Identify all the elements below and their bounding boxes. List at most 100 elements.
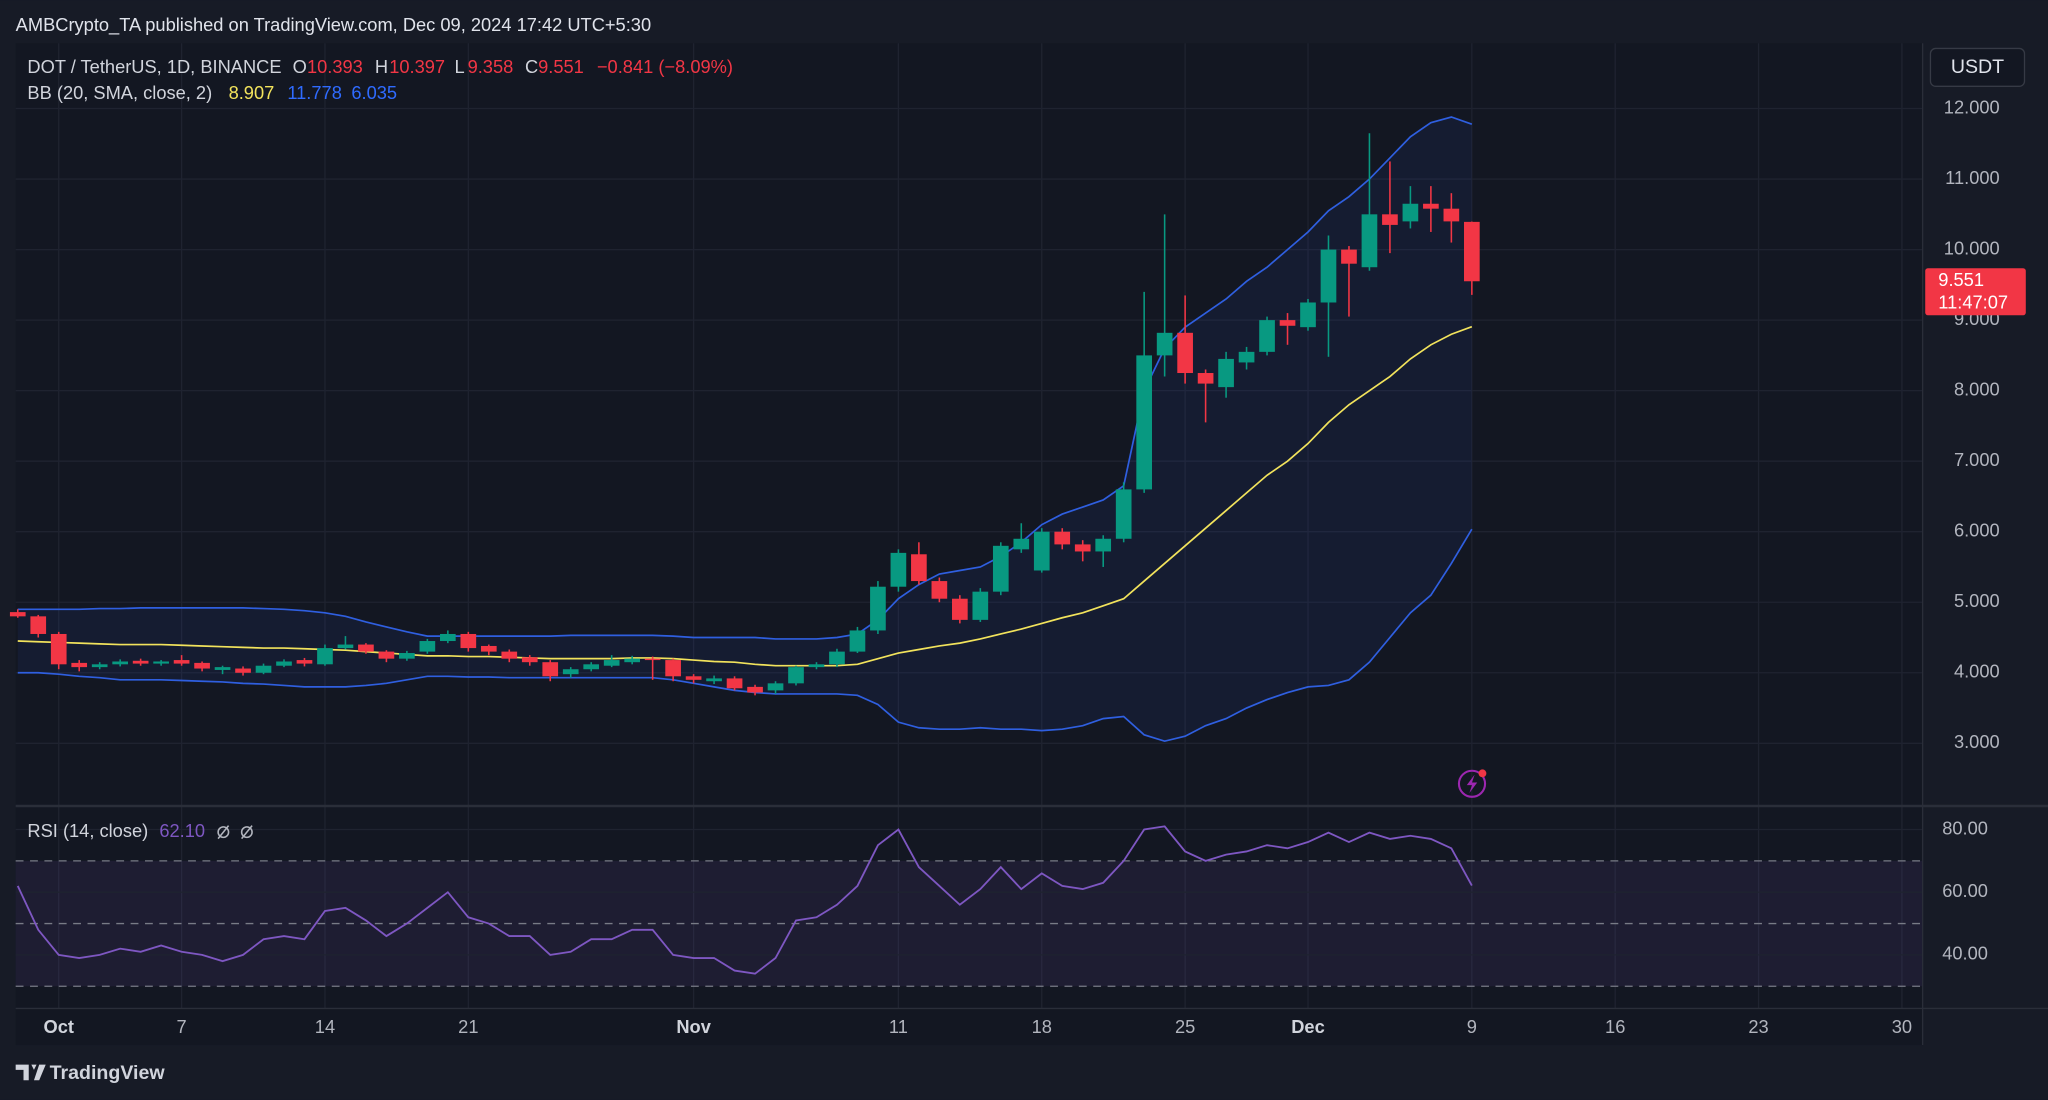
legend-close: 9.551 — [538, 56, 584, 77]
candle-body — [1033, 531, 1050, 571]
x-tick-label: 16 — [1605, 1016, 1625, 1037]
bb-basis-value: 8.907 — [229, 82, 275, 103]
candle-body — [50, 633, 67, 665]
candle-body — [726, 678, 743, 689]
y-tick-label: 11.000 — [1945, 167, 2000, 188]
candle-body — [1382, 214, 1398, 225]
candle-body — [521, 657, 538, 663]
candle-body — [91, 664, 108, 668]
candle-body — [1259, 320, 1275, 352]
brand-name[interactable]: TradingView — [50, 1062, 166, 1084]
bb-upper-value: 11.778 — [287, 82, 342, 103]
x-tick-label: 7 — [177, 1016, 187, 1037]
rsi-value: 62.10 — [159, 820, 205, 841]
candle-body — [1156, 332, 1173, 356]
candle-body — [1074, 544, 1091, 552]
candle-body — [112, 661, 128, 665]
candle-body — [214, 667, 231, 670]
candle-body — [255, 665, 272, 673]
legend-change: −0.841 (−8.09%) — [597, 56, 733, 77]
candle-body — [71, 662, 88, 668]
candle-body — [317, 648, 333, 665]
candle-body — [1218, 358, 1234, 388]
y-tick-label: 3.000 — [1954, 731, 2000, 752]
legend-o: O — [293, 56, 307, 77]
candle-body — [542, 662, 559, 677]
candle-body — [30, 616, 47, 634]
candle-body — [1464, 221, 1480, 282]
candle-body — [1238, 351, 1255, 363]
candle-body — [480, 645, 497, 652]
legend-line: DOT / TetherUS, 1D, BINANCE O 10.393 H 1… — [27, 56, 733, 77]
x-tick-label: Oct — [43, 1016, 73, 1037]
chart-layer: 3.0004.0005.0006.0007.0008.0009.00010.00… — [9, 43, 2048, 1046]
candle-body — [460, 633, 477, 649]
bb-title: BB (20, SMA, close, 2) — [27, 82, 212, 103]
bb-lower-line — [17, 528, 1473, 743]
symbol-title: DOT / TetherUS, 1D, BINANCE — [27, 56, 281, 77]
y-tick-label: 6.000 — [1954, 520, 2000, 541]
legend-h: H — [375, 56, 388, 77]
candle-body — [1013, 538, 1030, 550]
x-tick-label: 23 — [1748, 1016, 1768, 1037]
candle-body — [583, 664, 600, 670]
candle-body — [767, 683, 784, 691]
candle-body — [849, 630, 866, 652]
alert-icon[interactable] — [1457, 769, 1487, 798]
candle-body — [337, 644, 354, 649]
candle-body — [890, 552, 907, 587]
candle-body — [931, 581, 948, 599]
candle-body — [1443, 208, 1460, 222]
candle-body — [685, 676, 702, 680]
candle-body — [562, 669, 579, 675]
candle-body — [952, 598, 968, 620]
candle-body — [1341, 249, 1357, 264]
x-tick-label: 21 — [458, 1016, 478, 1037]
candle-body — [603, 660, 620, 666]
rsi-legend: RSI (14, close) 62.10 — [27, 820, 205, 841]
candle-body — [1279, 320, 1296, 326]
candle-body — [1054, 531, 1071, 545]
candle-body — [1361, 214, 1378, 268]
legend-low: 9.358 — [468, 56, 514, 77]
candle-body — [296, 660, 313, 664]
rsi-title: RSI (14, close) — [27, 820, 148, 841]
candle-body — [378, 651, 395, 659]
legend-open: 10.393 — [307, 56, 363, 77]
chart-area — [15, 43, 1923, 1046]
usdt-button-frame[interactable] — [1929, 47, 2026, 87]
candle-body — [358, 644, 374, 652]
last-price-label: 9.551 — [1938, 269, 1984, 290]
brand-logo[interactable]: TradingView — [15, 1062, 166, 1084]
candle-body — [911, 554, 927, 582]
candle-body — [1300, 302, 1316, 328]
candle-body — [194, 662, 210, 669]
last-price-box — [1925, 268, 2026, 316]
candle-body — [1197, 373, 1214, 384]
candle-body — [992, 545, 1009, 592]
rsi-line — [16, 825, 1473, 975]
candle-body — [276, 661, 292, 666]
candle-body — [788, 667, 804, 684]
bb-legend: BB (20, SMA, close, 2) 8.907 11.778 6.03… — [27, 82, 397, 103]
x-tick-label: 11 — [889, 1016, 908, 1037]
candle-body — [1423, 203, 1439, 209]
rsi-y-tick-label: 60.00 — [1942, 880, 1988, 901]
y-tick-label: 10.000 — [1944, 237, 2000, 258]
candle-body — [706, 678, 722, 682]
rsi-y-tick-label: 80.00 — [1942, 817, 1988, 838]
x-tick-label: Nov — [676, 1016, 711, 1037]
rsi-y-tick-label: 40.00 — [1942, 943, 1988, 964]
y-tick-label: 5.000 — [1954, 590, 2000, 611]
usdt-button[interactable]: USDT — [1929, 47, 2026, 87]
bb-lower-value: 6.035 — [351, 82, 397, 103]
candle-body — [9, 612, 26, 617]
candle-body — [132, 660, 149, 664]
usdt-label[interactable]: USDT — [1951, 56, 2004, 78]
candle-body — [1402, 203, 1419, 222]
candle-body — [1136, 355, 1152, 490]
candle-body — [1177, 332, 1193, 374]
candle-body — [829, 651, 845, 665]
rsi-icons — [217, 825, 253, 840]
y-tick-label: 7.000 — [1954, 449, 2000, 470]
